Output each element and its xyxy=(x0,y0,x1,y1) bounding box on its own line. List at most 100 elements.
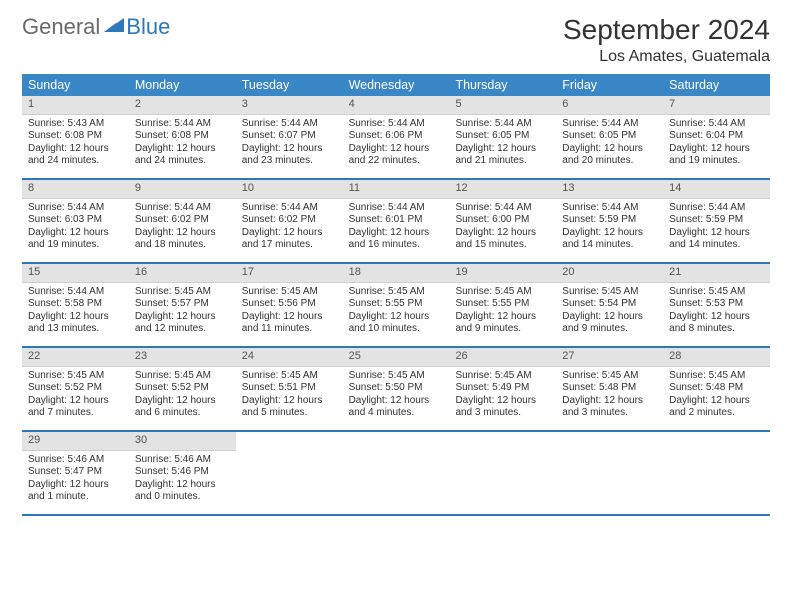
daylight-line-1: Daylight: 12 hours xyxy=(242,395,337,408)
sunrise-line: Sunrise: 5:45 AM xyxy=(242,370,337,383)
week-row: 29Sunrise: 5:46 AMSunset: 5:47 PMDayligh… xyxy=(22,432,770,516)
day-number: 20 xyxy=(556,264,663,283)
week-row: 15Sunrise: 5:44 AMSunset: 5:58 PMDayligh… xyxy=(22,264,770,348)
day-number: 17 xyxy=(236,264,343,283)
day-cell: 27Sunrise: 5:45 AMSunset: 5:48 PMDayligh… xyxy=(556,348,663,430)
day-body: Sunrise: 5:45 AMSunset: 5:52 PMDaylight:… xyxy=(129,367,236,426)
daylight-line-1: Daylight: 12 hours xyxy=(242,227,337,240)
title-block: September 2024 Los Amates, Guatemala xyxy=(563,14,770,66)
sunrise-line: Sunrise: 5:44 AM xyxy=(242,202,337,215)
day-body: Sunrise: 5:44 AMSunset: 6:02 PMDaylight:… xyxy=(236,199,343,258)
day-number: 6 xyxy=(556,96,663,115)
daylight-line-1: Daylight: 12 hours xyxy=(455,227,550,240)
day-number: 13 xyxy=(556,180,663,199)
sunset-line: Sunset: 5:52 PM xyxy=(135,382,230,395)
daylight-line-2: and 11 minutes. xyxy=(242,323,337,336)
sunrise-line: Sunrise: 5:44 AM xyxy=(669,118,764,131)
day-number: 8 xyxy=(22,180,129,199)
day-body: Sunrise: 5:44 AMSunset: 5:59 PMDaylight:… xyxy=(663,199,770,258)
day-cell: 22Sunrise: 5:45 AMSunset: 5:52 PMDayligh… xyxy=(22,348,129,430)
day-number: 14 xyxy=(663,180,770,199)
sunrise-line: Sunrise: 5:44 AM xyxy=(28,286,123,299)
sunrise-line: Sunrise: 5:45 AM xyxy=(28,370,123,383)
day-body: Sunrise: 5:44 AMSunset: 5:59 PMDaylight:… xyxy=(556,199,663,258)
day-body: Sunrise: 5:45 AMSunset: 5:49 PMDaylight:… xyxy=(449,367,556,426)
sunset-line: Sunset: 5:56 PM xyxy=(242,298,337,311)
sunset-line: Sunset: 5:54 PM xyxy=(562,298,657,311)
sunrise-line: Sunrise: 5:46 AM xyxy=(135,454,230,467)
daylight-line-2: and 19 minutes. xyxy=(28,239,123,252)
day-body: Sunrise: 5:45 AMSunset: 5:48 PMDaylight:… xyxy=(556,367,663,426)
sunrise-line: Sunrise: 5:44 AM xyxy=(669,202,764,215)
sunset-line: Sunset: 6:05 PM xyxy=(562,130,657,143)
daylight-line-2: and 20 minutes. xyxy=(562,155,657,168)
daylight-line-1: Daylight: 12 hours xyxy=(669,227,764,240)
sunrise-line: Sunrise: 5:45 AM xyxy=(669,370,764,383)
sunrise-line: Sunrise: 5:45 AM xyxy=(135,370,230,383)
sunrise-line: Sunrise: 5:44 AM xyxy=(135,118,230,131)
daylight-line-2: and 17 minutes. xyxy=(242,239,337,252)
dow-cell: Tuesday xyxy=(236,74,343,96)
sunrise-line: Sunrise: 5:45 AM xyxy=(562,370,657,383)
sunset-line: Sunset: 5:49 PM xyxy=(455,382,550,395)
week-row: 8Sunrise: 5:44 AMSunset: 6:03 PMDaylight… xyxy=(22,180,770,264)
week-row: 22Sunrise: 5:45 AMSunset: 5:52 PMDayligh… xyxy=(22,348,770,432)
sunset-line: Sunset: 6:05 PM xyxy=(455,130,550,143)
sunset-line: Sunset: 5:55 PM xyxy=(349,298,444,311)
sunrise-line: Sunrise: 5:44 AM xyxy=(349,118,444,131)
sunrise-line: Sunrise: 5:45 AM xyxy=(349,370,444,383)
day-cell: 9Sunrise: 5:44 AMSunset: 6:02 PMDaylight… xyxy=(129,180,236,262)
sunset-line: Sunset: 6:08 PM xyxy=(28,130,123,143)
daylight-line-1: Daylight: 12 hours xyxy=(562,395,657,408)
sunset-line: Sunset: 5:57 PM xyxy=(135,298,230,311)
daylight-line-1: Daylight: 12 hours xyxy=(135,395,230,408)
day-number: 25 xyxy=(343,348,450,367)
day-body: Sunrise: 5:43 AMSunset: 6:08 PMDaylight:… xyxy=(22,115,129,174)
daylight-line-2: and 13 minutes. xyxy=(28,323,123,336)
day-body: Sunrise: 5:45 AMSunset: 5:57 PMDaylight:… xyxy=(129,283,236,342)
day-body: Sunrise: 5:46 AMSunset: 5:47 PMDaylight:… xyxy=(22,451,129,510)
sunrise-line: Sunrise: 5:44 AM xyxy=(135,202,230,215)
day-cell: 18Sunrise: 5:45 AMSunset: 5:55 PMDayligh… xyxy=(343,264,450,346)
day-body: Sunrise: 5:45 AMSunset: 5:51 PMDaylight:… xyxy=(236,367,343,426)
day-number: 11 xyxy=(343,180,450,199)
dow-cell: Thursday xyxy=(449,74,556,96)
calendar: SundayMondayTuesdayWednesdayThursdayFrid… xyxy=(22,74,770,516)
calendar-page: General Blue September 2024 Los Amates, … xyxy=(0,0,792,530)
day-cell: 12Sunrise: 5:44 AMSunset: 6:00 PMDayligh… xyxy=(449,180,556,262)
location: Los Amates, Guatemala xyxy=(563,48,770,66)
sunrise-line: Sunrise: 5:45 AM xyxy=(455,370,550,383)
sunset-line: Sunset: 6:08 PM xyxy=(135,130,230,143)
daylight-line-2: and 24 minutes. xyxy=(28,155,123,168)
day-body: Sunrise: 5:45 AMSunset: 5:52 PMDaylight:… xyxy=(22,367,129,426)
day-cell: 2Sunrise: 5:44 AMSunset: 6:08 PMDaylight… xyxy=(129,96,236,178)
day-cell: 6Sunrise: 5:44 AMSunset: 6:05 PMDaylight… xyxy=(556,96,663,178)
daylight-line-2: and 2 minutes. xyxy=(669,407,764,420)
day-body: Sunrise: 5:46 AMSunset: 5:46 PMDaylight:… xyxy=(129,451,236,510)
day-number: 26 xyxy=(449,348,556,367)
sunrise-line: Sunrise: 5:45 AM xyxy=(669,286,764,299)
sunset-line: Sunset: 5:46 PM xyxy=(135,466,230,479)
daylight-line-1: Daylight: 12 hours xyxy=(135,311,230,324)
sunrise-line: Sunrise: 5:44 AM xyxy=(242,118,337,131)
day-body: Sunrise: 5:45 AMSunset: 5:56 PMDaylight:… xyxy=(236,283,343,342)
daylight-line-1: Daylight: 12 hours xyxy=(455,395,550,408)
logo: General Blue xyxy=(22,14,170,40)
sunrise-line: Sunrise: 5:45 AM xyxy=(242,286,337,299)
dow-cell: Friday xyxy=(556,74,663,96)
daylight-line-2: and 22 minutes. xyxy=(349,155,444,168)
sunrise-line: Sunrise: 5:45 AM xyxy=(349,286,444,299)
day-cell: . xyxy=(449,432,556,514)
daylight-line-2: and 18 minutes. xyxy=(135,239,230,252)
daylight-line-1: Daylight: 12 hours xyxy=(28,479,123,492)
sunset-line: Sunset: 5:47 PM xyxy=(28,466,123,479)
day-cell: . xyxy=(236,432,343,514)
sunset-line: Sunset: 5:52 PM xyxy=(28,382,123,395)
daylight-line-2: and 12 minutes. xyxy=(135,323,230,336)
daylight-line-1: Daylight: 12 hours xyxy=(562,143,657,156)
day-body: Sunrise: 5:44 AMSunset: 6:05 PMDaylight:… xyxy=(556,115,663,174)
logo-text-2: Blue xyxy=(126,14,170,40)
day-cell: 7Sunrise: 5:44 AMSunset: 6:04 PMDaylight… xyxy=(663,96,770,178)
daylight-line-1: Daylight: 12 hours xyxy=(455,143,550,156)
daylight-line-2: and 1 minute. xyxy=(28,491,123,504)
